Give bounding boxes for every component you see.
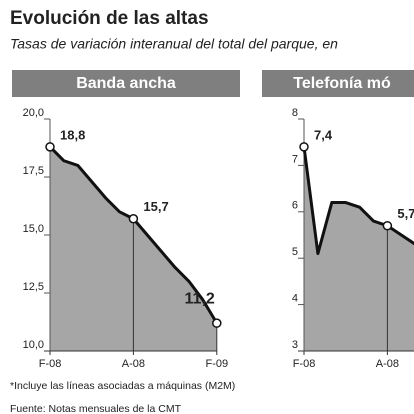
source: Fuente: Notas mensuales de la CMT	[10, 403, 182, 414]
y-tick-label: 4	[292, 293, 298, 305]
panel-title: Banda ancha	[76, 75, 176, 92]
x-tick-label: F-08	[39, 358, 62, 370]
area	[304, 146, 414, 351]
y-tick-label: 15,0	[23, 223, 44, 235]
value-label: 18,8	[60, 127, 85, 142]
y-tick-label: 17,5	[23, 165, 44, 177]
x-tick-label: F-08	[293, 358, 316, 370]
value-label: 11,2	[185, 290, 215, 307]
point	[212, 318, 222, 328]
panel-title: Telefonía mó	[293, 75, 391, 92]
point	[128, 214, 139, 224]
subtitle: Tasas de variación interanual del total …	[10, 36, 338, 52]
y-tick-label: 6	[292, 200, 298, 212]
y-tick-label: 7	[292, 153, 298, 165]
title: Evolución de las altas	[10, 8, 209, 29]
y-tick-label: 12,5	[23, 281, 44, 293]
y-tick-label: 20,0	[23, 107, 44, 119]
x-tick-label: F-09	[205, 358, 228, 370]
y-tick-label: 10,0	[23, 339, 44, 351]
line	[302, 146, 414, 256]
y-tick-label: 8	[292, 107, 298, 119]
panel-header	[262, 70, 414, 97]
x-tick-label: A-08	[122, 358, 145, 370]
point	[299, 142, 309, 152]
y-tick-label: 5	[292, 246, 298, 258]
y-tick-label: 3	[292, 339, 298, 351]
point	[45, 142, 55, 152]
point	[382, 220, 393, 231]
panel-header	[12, 70, 240, 97]
x-tick-label: A-08	[376, 358, 399, 370]
value-label: 7,4	[314, 127, 333, 142]
value-label: 15,7	[143, 199, 168, 214]
value-label: 5,7	[397, 206, 414, 221]
footnote: *Incluye las líneas asociadas a máquinas…	[10, 380, 235, 392]
